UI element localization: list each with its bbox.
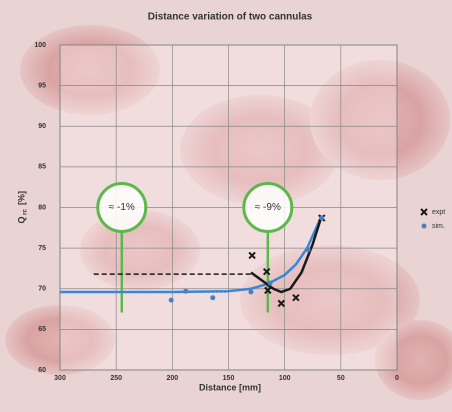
y-tick-label: 85	[38, 164, 46, 171]
y-label-unit: [%]	[16, 191, 26, 205]
y-tick-label: 65	[38, 326, 46, 333]
legend-label: expt	[432, 209, 445, 216]
y-tick-label: 100	[34, 42, 46, 49]
y-tick-label: 95	[38, 82, 46, 89]
annotation-text: ≈ -9%	[255, 202, 281, 213]
marker-circle	[183, 289, 188, 294]
marker-circle	[306, 247, 311, 252]
chart-title: Distance variation of two cannulas	[148, 12, 313, 23]
annotation-text: ≈ -1%	[109, 202, 135, 213]
x-tick-label: 300	[54, 375, 66, 382]
marker-circle	[268, 281, 273, 286]
y-tick-label: 80	[38, 204, 46, 211]
y-label-sub: rc	[23, 209, 29, 215]
chart: Distance variation of two cannulas Dista…	[0, 0, 452, 412]
marker-circle	[422, 224, 427, 229]
y-tick-label: 90	[38, 123, 46, 130]
y-tick-label: 75	[38, 245, 46, 252]
x-tick-label: 200	[166, 375, 178, 382]
x-axis-label: Distance [mm]	[199, 382, 261, 392]
x-tick-label: 100	[279, 375, 291, 382]
y-tick-label: 60	[38, 367, 46, 374]
marker-circle	[169, 298, 174, 303]
x-tick-label: 150	[223, 375, 235, 382]
marker-circle	[210, 295, 215, 300]
marker-circle	[319, 216, 324, 221]
marker-circle	[248, 290, 253, 295]
y-tick-label: 70	[38, 286, 46, 293]
y-label: Q	[16, 216, 26, 223]
x-tick-label: 0	[395, 375, 399, 382]
x-tick-label: 250	[110, 375, 122, 382]
legend-label: sim.	[432, 223, 445, 230]
x-tick-label: 50	[337, 375, 345, 382]
